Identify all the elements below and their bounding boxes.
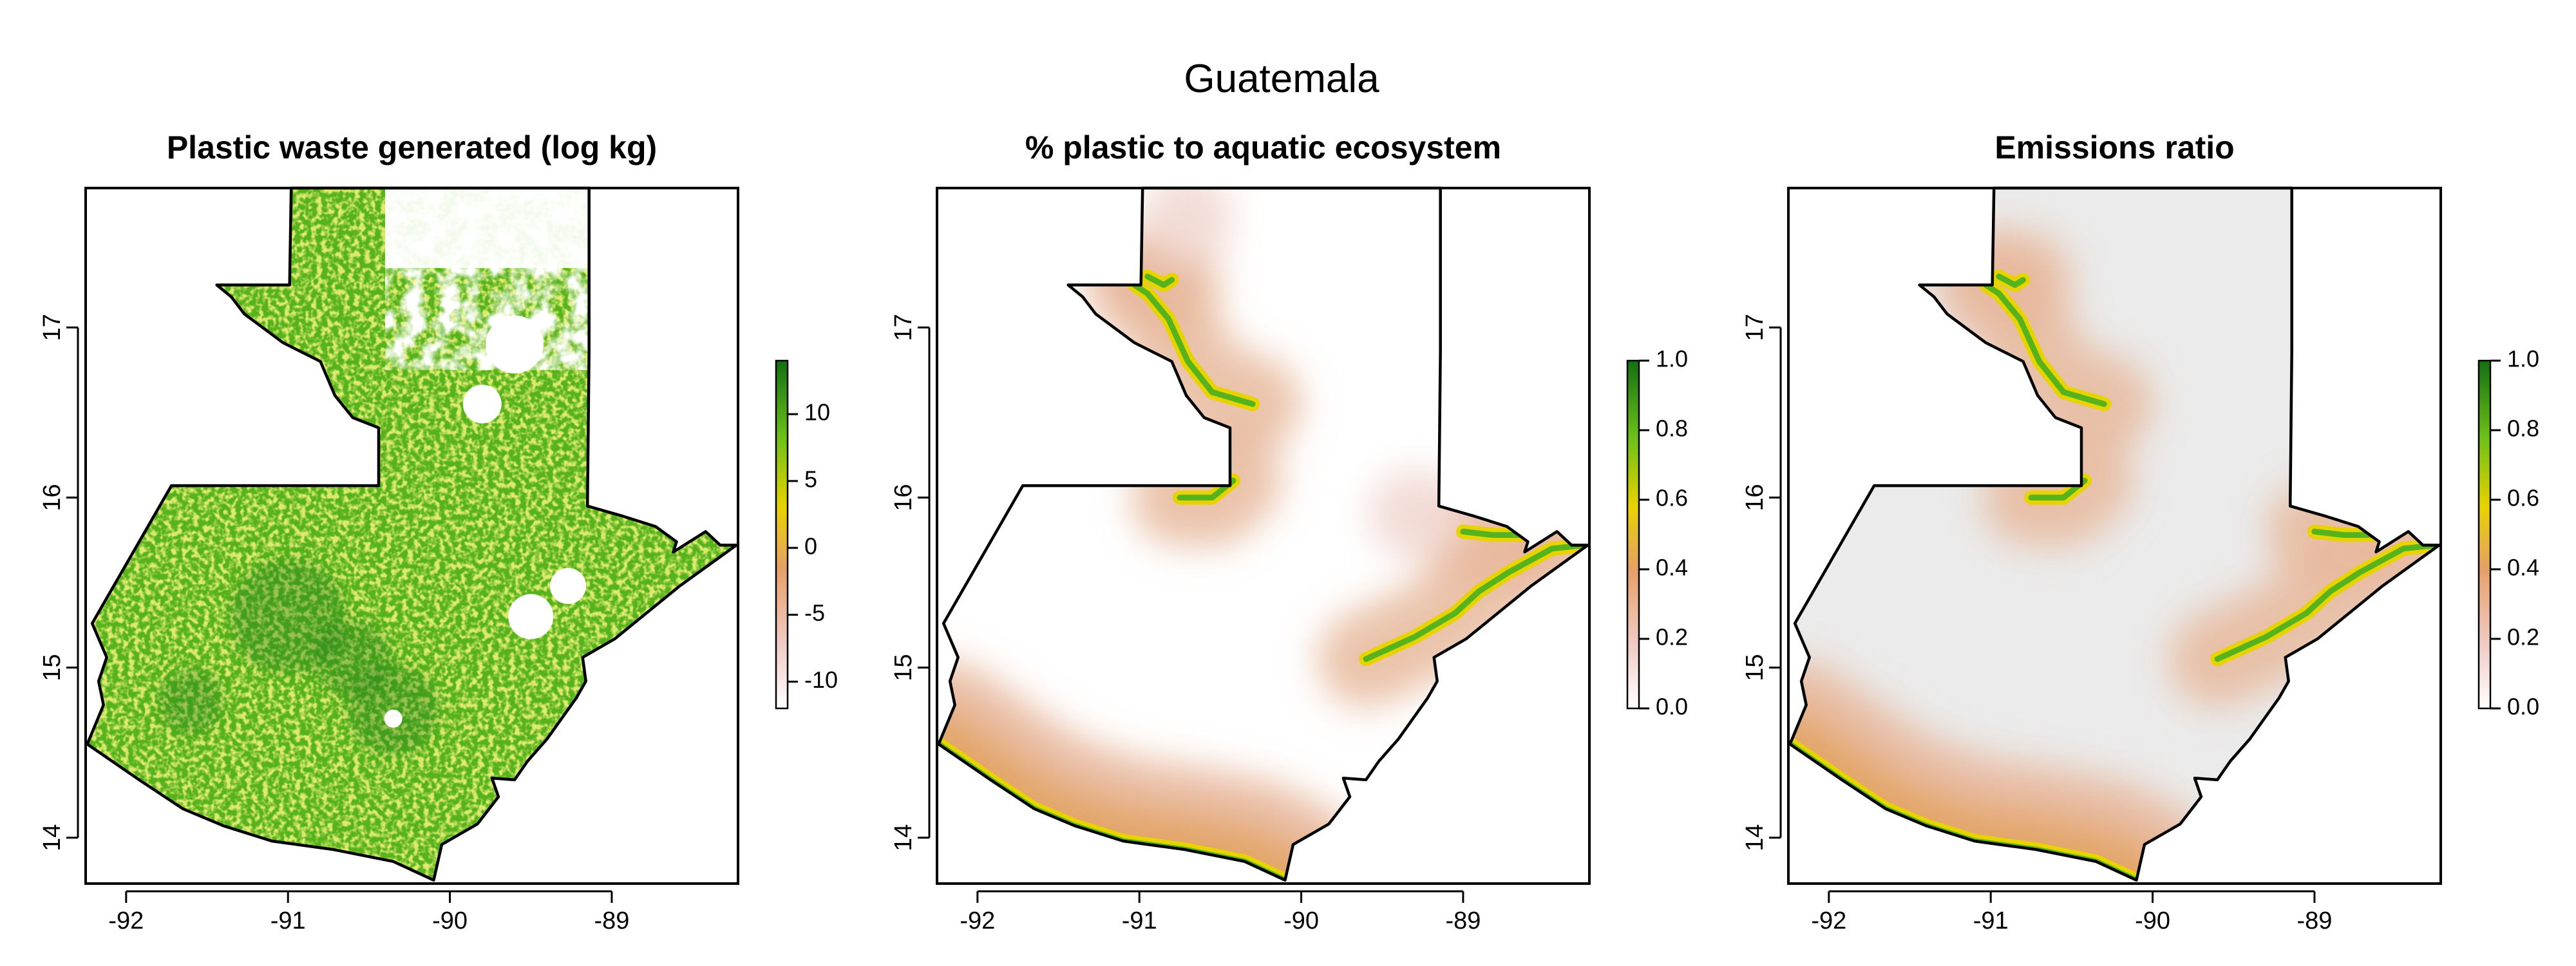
y-axis: 14 15 16 17 (39, 314, 79, 851)
map-raster (1790, 188, 2439, 880)
y-tick-label: 15 (890, 654, 917, 681)
colorbar-ramp (775, 359, 789, 710)
y-tick-label: 15 (1741, 654, 1768, 681)
x-tick-label: -92 (960, 907, 995, 934)
country-border (937, 186, 1589, 882)
x-axis: -92 -91 -90 -89 (960, 890, 1481, 934)
colorbar-tick-label: 0.8 (1656, 415, 1688, 442)
y-axis: 14 15 16 17 (1741, 314, 1782, 851)
colorbar-tick-label: 0.8 (2507, 415, 2539, 442)
country-border (86, 186, 738, 882)
colorbar-tick-label: 0.2 (1656, 624, 1688, 650)
y-tick-label: 17 (890, 314, 917, 341)
panel-pct: % plastic to aquatic ecosystem-92 -91 -90-… (890, 129, 1688, 934)
y-axis: 14 15 16 17 (890, 314, 931, 851)
panel-waste: Plastic waste generated (log kg)-92 -91 -9… (39, 129, 838, 934)
x-tick-label: -91 (270, 907, 306, 934)
colorbar-ramp (1626, 359, 1640, 710)
plot-frame (936, 187, 1591, 885)
country-border (1788, 186, 2441, 882)
panel-title: Emissions ratio (1994, 129, 2234, 166)
colorbar-tick-label: 0 (804, 533, 817, 559)
panel-title: % plastic to aquatic ecosystem (1025, 129, 1501, 166)
x-tick-label: -89 (2297, 907, 2332, 934)
y-tick-label: 16 (39, 484, 66, 511)
x-axis: -92 -91 -90 -89 (1811, 890, 2332, 934)
y-tick-label: 14 (39, 824, 66, 851)
plot-frame (84, 187, 739, 885)
x-tick-label: -92 (1811, 907, 1846, 934)
x-tick-label: -92 (108, 907, 144, 934)
y-tick-label: 17 (1741, 314, 1768, 341)
plot-frame (1787, 187, 2442, 885)
y-tick-label: 17 (39, 314, 66, 341)
x-tick-label: -90 (1283, 907, 1319, 934)
y-tick-label: 14 (890, 824, 917, 851)
colorbar-tick-label: 1.0 (2507, 346, 2539, 372)
x-tick-label: -90 (432, 907, 468, 934)
y-tick-label: 15 (39, 654, 66, 681)
map-raster (87, 188, 737, 880)
x-tick-label: -90 (2135, 907, 2170, 934)
colorbar-tick-label: 0.6 (2507, 485, 2539, 511)
x-tick-label: -89 (1445, 907, 1481, 934)
panel-emis: Emissions ratio -92 -91 -90 -89 14 15 16 17 1.0 0.… (1741, 129, 2539, 934)
map-raster (938, 188, 1588, 880)
colorbar-tick-label: -10 (804, 667, 838, 693)
colorbar-tick-label: 0.0 (1656, 694, 1688, 720)
colorbar-tick-label: 0.4 (1656, 554, 1688, 581)
x-tick-label: -91 (1122, 907, 1157, 934)
colorbar-tick-label: 0.6 (1656, 485, 1688, 511)
colorbar-tick-label: 10 (804, 399, 830, 426)
colorbar-tick-label: 0.4 (2507, 554, 2539, 581)
x-tick-label: -91 (1973, 907, 2009, 934)
y-tick-label: 16 (1741, 484, 1768, 511)
x-tick-label: -89 (594, 907, 629, 934)
colorbar: 10 5 0 -5 -10 (775, 359, 838, 710)
colorbar-tick-label: 0.2 (2507, 624, 2539, 650)
panel-title: Plastic waste generated (log kg) (167, 129, 657, 166)
colorbar: 1.0 0.8 0.6 0.4 0.2 0.0 (2477, 346, 2539, 720)
colorbar-ramp (2477, 359, 2492, 710)
colorbar-tick-label: 0.0 (2507, 694, 2539, 720)
y-tick-label: 16 (890, 484, 917, 511)
figure-title: Guatemala (1184, 57, 1379, 101)
colorbar: 1.0 0.8 0.6 0.4 0.2 0.0 (1626, 346, 1688, 720)
colorbar-tick-label: 1.0 (1656, 346, 1688, 372)
colorbar-tick-label: 5 (804, 466, 817, 492)
colorbar-tick-label: -5 (804, 600, 825, 626)
x-axis: -92 -91 -90 -89 (108, 890, 629, 934)
y-tick-label: 14 (1741, 824, 1768, 851)
